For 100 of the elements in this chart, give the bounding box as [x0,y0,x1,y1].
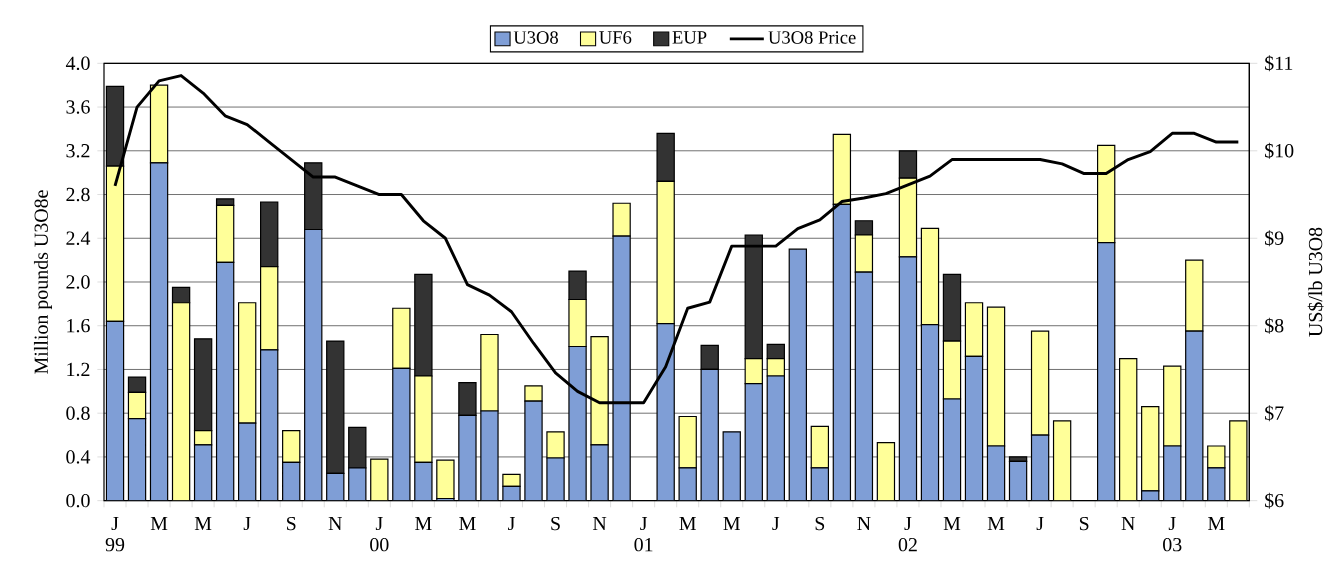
bar [612,202,631,237]
legend-label: U3O8 Price [768,31,856,44]
x-tick-label: J 03 [1163,516,1182,552]
y-tick-label: 3.6 [66,100,90,114]
y2-tick-label: $6 [1265,492,1284,509]
x-tick-label: M [459,516,476,530]
x-tick-label: J 99 [105,516,125,552]
y-axis-title: Million pounds U3O8e [33,190,52,374]
bar [414,462,432,501]
x-tick-label: M [723,516,740,530]
x-tick-label: N [328,516,342,530]
y-tick-label: 0.0 [66,493,90,508]
bar [1119,357,1138,501]
bar [855,272,873,501]
y-tick-label: 1.6 [67,319,90,333]
bar [524,385,543,402]
bar [943,398,961,501]
x-tick-label: M [943,516,961,530]
bar [1163,446,1181,501]
bar [723,431,741,501]
bar [810,425,830,469]
x-tick-label: S [287,516,296,531]
legend-label: UF6 [599,31,632,44]
x-tick-label: M [1208,516,1225,530]
bar [502,473,521,488]
y2-tick-label: $7 [1265,405,1284,422]
bar [986,306,1006,447]
bar [1097,242,1115,501]
bar [964,302,984,357]
y2-tick-label: $10 [1265,142,1294,159]
bar [392,368,410,501]
bar [282,430,301,463]
bar [987,446,1005,501]
x-tick-label: J [508,516,515,531]
x-tick-label: J 00 [370,516,389,552]
bar [613,236,631,501]
y2-axis-title: US$/lb U3O8 [1307,227,1324,337]
bar [1185,259,1204,332]
bar [392,307,411,369]
bar [282,462,300,501]
bar [194,444,212,501]
bar [1141,406,1160,492]
x-tick-label: J 01 [634,516,653,552]
x-tick-label: J [243,516,251,531]
bar [767,376,785,501]
bar [128,418,146,501]
x-tick-label: J 02 [898,516,917,552]
x-tick-label: S [551,516,560,531]
legend-label: EUP [672,31,707,44]
bar [237,302,257,424]
y-tick-label: 2.8 [66,187,90,202]
bar [876,442,896,501]
bar [370,458,389,501]
bar [458,381,477,416]
bar [920,227,940,326]
y-tick-label: 2.0 [66,275,90,289]
y2-tick-label: $9 [1265,230,1284,247]
bar [1052,420,1072,501]
y-tick-label: 0.8 [66,406,90,420]
x-tick-label: M [150,516,168,530]
bar [150,162,168,501]
bar [789,249,807,501]
x-tick-label: S [815,516,825,531]
bar [1031,435,1049,501]
bar [1030,330,1050,436]
bar [1185,331,1203,501]
bar [458,415,477,501]
bar [106,321,124,501]
y-tick-label: 3.2 [66,144,90,158]
x-tick-label: J [772,516,780,531]
bar [745,383,763,501]
bar [216,262,234,501]
y-tick-label: 4.0 [65,56,90,71]
bar [1163,365,1182,447]
bar [260,349,278,501]
x-tick-label: N [857,516,871,530]
x-tick-label: M [679,516,696,530]
legend-label: U3O8 [513,31,558,44]
y2-tick-label: $8 [1265,317,1284,334]
bar [590,444,609,501]
y-tick-label: 2.4 [66,231,91,246]
x-tick-label: S [1079,516,1089,531]
y-tick-label: 0.4 [66,450,91,464]
bar [348,426,367,469]
bar [701,369,719,501]
bar [1009,461,1027,501]
bar [921,324,939,501]
bar [678,415,697,469]
x-tick-label: J [1036,516,1044,531]
bar [700,344,719,371]
x-tick-label: M [194,516,212,530]
bar [304,229,322,501]
bar [238,423,256,501]
bar [965,356,983,501]
bar [480,333,499,412]
x-tick-label: M [987,516,1005,530]
bar [833,204,851,501]
y-tick-label: 1.2 [67,362,90,377]
x-tick-label: M [415,516,432,530]
bar [899,256,917,501]
